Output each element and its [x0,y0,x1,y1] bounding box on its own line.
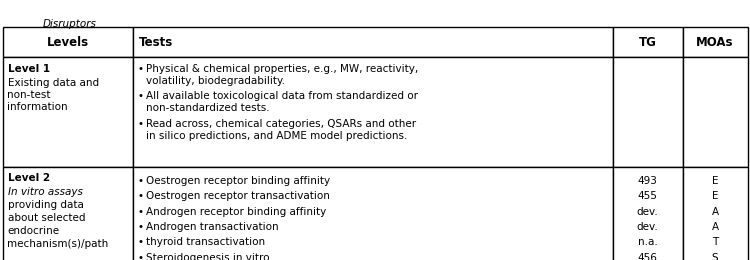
Text: •: • [137,222,143,232]
Text: in silico predictions, and ADME model predictions.: in silico predictions, and ADME model pr… [146,131,408,141]
Text: •: • [137,91,143,101]
Bar [2,27,133,57]
Bar [133,27,613,57]
Text: Level 1: Level 1 [8,64,50,74]
Bar [2,167,133,260]
Text: 493: 493 [638,176,658,186]
Text: endocrine: endocrine [8,226,60,236]
Bar [682,167,748,260]
Text: E: E [712,176,718,186]
Text: •: • [137,191,143,201]
Text: •: • [137,253,143,260]
Text: Level 2: Level 2 [8,173,50,183]
Text: Oestrogen receptor transactivation: Oestrogen receptor transactivation [146,191,330,201]
Text: about selected: about selected [8,213,85,223]
Text: 455: 455 [638,191,658,201]
Bar [2,57,133,167]
Text: T: T [712,237,718,247]
Text: 456: 456 [638,253,658,260]
Text: •: • [137,207,143,217]
Text: In vitro assays: In vitro assays [8,187,82,197]
Bar [613,27,682,57]
Text: Read across, chemical categories, QSARs and other: Read across, chemical categories, QSARs … [146,119,417,129]
Text: providing data: providing data [8,200,83,210]
Text: MOAs: MOAs [696,36,734,49]
Text: A: A [712,207,718,217]
Bar [682,57,748,167]
Text: n.a.: n.a. [638,237,657,247]
Text: Existing data and: Existing data and [8,78,99,88]
Text: information: information [8,102,68,112]
Text: •: • [137,176,143,186]
Bar [613,167,682,260]
Text: non-standardized tests.: non-standardized tests. [146,103,270,113]
Text: Levels: Levels [46,36,88,49]
Bar [133,167,613,260]
Text: Steroidogenesis in vitro: Steroidogenesis in vitro [146,253,270,260]
Bar [682,27,748,57]
Bar [133,57,613,167]
Text: E: E [712,191,718,201]
Text: Tests: Tests [139,36,172,49]
Text: dev.: dev. [637,207,658,217]
Text: Oestrogen receptor binding affinity: Oestrogen receptor binding affinity [146,176,331,186]
Text: non-test: non-test [8,90,51,100]
Text: dev.: dev. [637,222,658,232]
Text: Physical & chemical properties, e.g., MW, reactivity,: Physical & chemical properties, e.g., MW… [146,64,419,74]
Text: TG: TG [638,36,656,49]
Text: mechanism(s)/path: mechanism(s)/path [8,239,109,249]
Text: •: • [137,64,143,74]
Bar [613,57,682,167]
Text: A: A [712,222,718,232]
Text: •: • [137,237,143,247]
Text: Disruptors: Disruptors [43,19,96,29]
Text: Androgen receptor binding affinity: Androgen receptor binding affinity [146,207,327,217]
Text: volatility, biodegradability.: volatility, biodegradability. [146,76,286,86]
Text: Androgen transactivation: Androgen transactivation [146,222,279,232]
Text: thyroid transactivation: thyroid transactivation [146,237,266,247]
Text: •: • [137,119,143,129]
Text: All available toxicological data from standardized or: All available toxicological data from st… [146,91,419,101]
Text: S: S [712,253,718,260]
